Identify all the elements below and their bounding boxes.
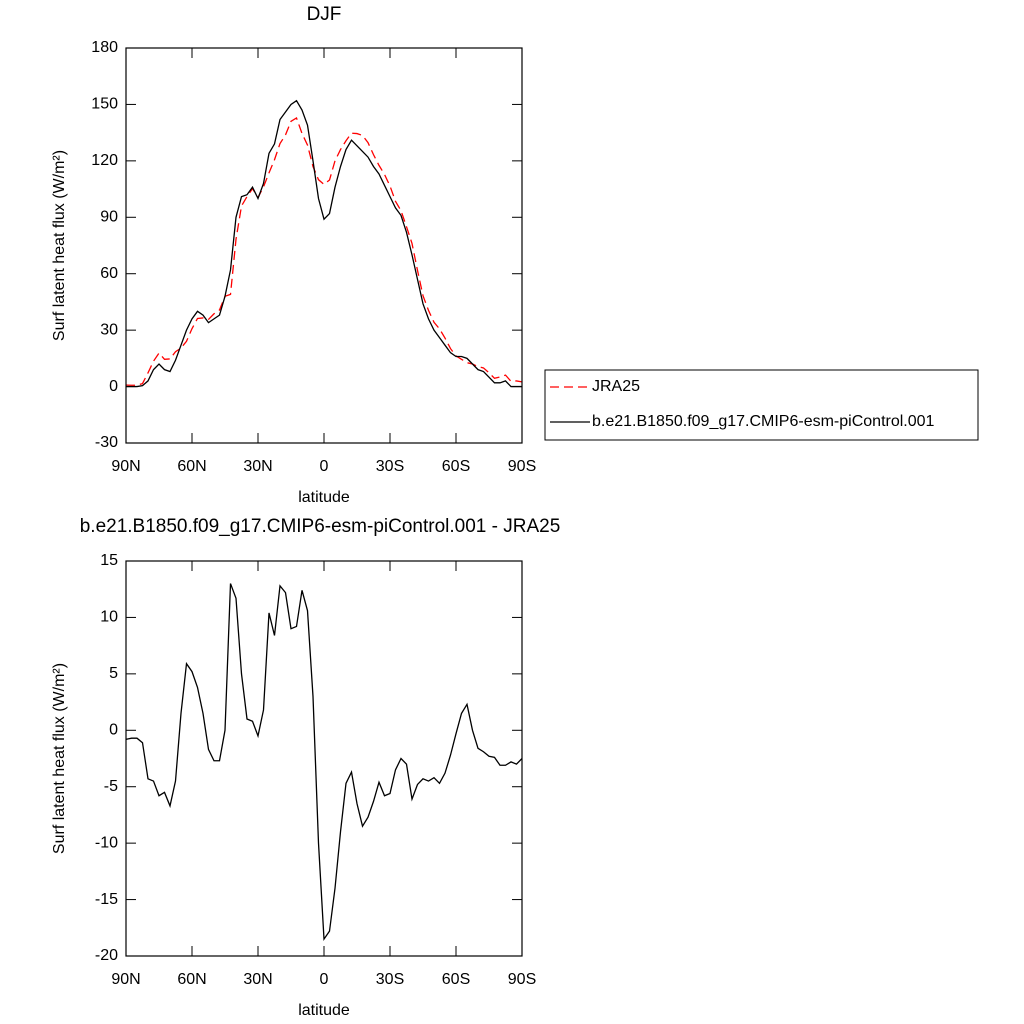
y-tick-label: 0 (109, 722, 118, 739)
y-tick-label: 60 (100, 265, 118, 282)
x-tick-label: 0 (320, 971, 329, 988)
y-tick-label: 90 (100, 209, 118, 226)
y-tick-label: 150 (91, 96, 118, 113)
x-tick-label: 30S (376, 971, 404, 988)
data-line (125, 116, 523, 386)
y-tick-label: 30 (100, 321, 118, 338)
y-axis-label: Surf latent heat flux (W/m²) (51, 663, 68, 854)
chart-title: b.e21.B1850.f09_g17.CMIP6-esm-piControl.… (80, 516, 561, 537)
x-axis-label: latitude (298, 489, 350, 506)
x-tick-label: 90N (111, 458, 140, 475)
data-line (125, 583, 523, 941)
y-tick-label: -5 (104, 778, 118, 795)
y-tick-label: -30 (95, 434, 118, 451)
x-tick-label: 60N (177, 458, 206, 475)
y-axis-label: Surf latent heat flux (W/m²) (51, 150, 68, 341)
y-tick-label: 0 (109, 378, 118, 395)
y-tick-label: -15 (95, 891, 118, 908)
y-tick-label: 120 (91, 152, 118, 169)
x-tick-label: 30N (243, 971, 272, 988)
x-tick-label: 60N (177, 971, 206, 988)
legend-label: b.e21.B1850.f09_g17.CMIP6-esm-piControl.… (592, 413, 935, 430)
legend-box (544, 369, 979, 441)
x-tick-label: 90N (111, 971, 140, 988)
y-tick-label: 15 (100, 552, 118, 569)
chart-title: DJF (307, 4, 342, 25)
y-tick-label: 10 (100, 609, 118, 626)
y-tick-label: -10 (95, 834, 118, 851)
data-line (126, 99, 522, 388)
y-tick-label: -20 (95, 947, 118, 964)
y-tick-label: 5 (109, 665, 118, 682)
x-axis-label: latitude (298, 1002, 350, 1019)
plot-frame (125, 560, 523, 957)
x-tick-label: 60S (442, 458, 470, 475)
x-tick-label: 90S (508, 458, 536, 475)
x-tick-label: 60S (442, 971, 470, 988)
y-tick-label: 180 (91, 39, 118, 56)
plot-frame (125, 47, 523, 444)
x-tick-label: 90S (508, 971, 536, 988)
x-tick-label: 30N (243, 458, 272, 475)
x-tick-label: 0 (320, 458, 329, 475)
x-tick-label: 30S (376, 458, 404, 475)
legend-label: JRA25 (592, 378, 640, 395)
